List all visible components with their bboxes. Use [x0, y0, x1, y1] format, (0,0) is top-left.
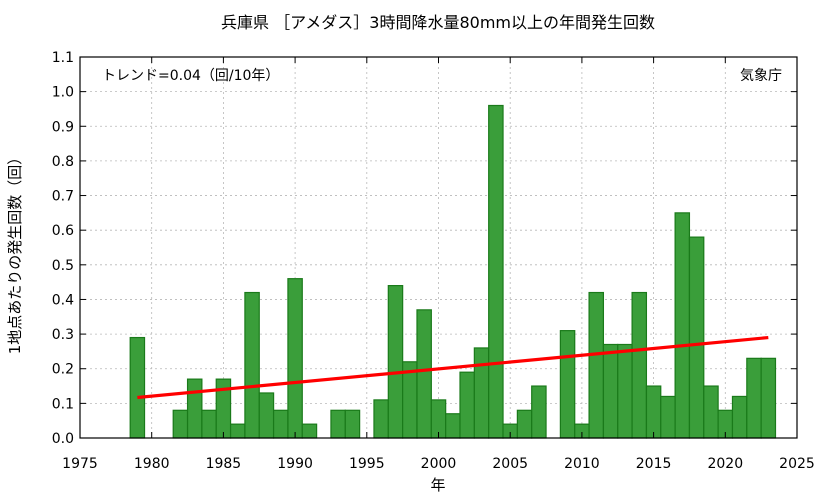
y-tick-label: 0.1 — [52, 396, 74, 412]
x-tick-label: 2020 — [707, 456, 743, 472]
x-tick-label: 1985 — [206, 456, 242, 472]
x-tick-label: 1995 — [349, 456, 385, 472]
bar-1997 — [387, 285, 404, 439]
bar-1983 — [186, 378, 203, 439]
bar-2004 — [488, 104, 504, 439]
x-tick-label: 1980 — [134, 456, 170, 472]
bar-1988 — [258, 392, 275, 439]
bar-1986 — [229, 423, 246, 439]
trend-line — [137, 335, 769, 400]
x-tick-label: 1990 — [277, 456, 313, 472]
grid-lines — [80, 57, 797, 438]
y-tick-label: 0.6 — [52, 223, 74, 239]
bar-2009 — [559, 330, 576, 439]
bar-1989 — [272, 409, 289, 439]
axes: 0.0 0.1 0.2 0.3 0.4 0.5 0.6 0.7 0.8 0.9 1.0 1.1 1975… — [52, 50, 815, 472]
bar-2023 — [760, 357, 777, 439]
y-tick-label: 0.4 — [52, 292, 74, 308]
trend-label: トレンド=0.04（回/10年） — [102, 68, 279, 84]
bar-2002 — [459, 371, 475, 439]
y-tick-label: 0.7 — [52, 189, 74, 205]
bar-2019 — [703, 385, 719, 439]
x-tick-label: 2015 — [636, 456, 672, 472]
bar-2017 — [674, 212, 691, 439]
bar-2014 — [631, 291, 648, 439]
y-axis-label: 1地点あたりの発生回数（回） — [6, 150, 24, 355]
bar-2011 — [588, 291, 605, 439]
bar-2012 — [602, 343, 619, 439]
source-label: 気象庁 — [740, 68, 782, 84]
bar-1979 — [129, 336, 146, 439]
y-tick-label: 0.0 — [52, 431, 74, 447]
x-tick-label: 2005 — [492, 456, 528, 472]
x-axis-label: 年 — [430, 476, 445, 494]
bar-1990 — [287, 278, 303, 439]
y-tick-label: 0.5 — [52, 258, 74, 274]
bar-2006 — [516, 409, 533, 439]
y-tick-label: 0.8 — [52, 154, 74, 170]
bar-2015 — [645, 385, 662, 439]
bar-1984 — [201, 409, 217, 439]
y-tick-label: 0.3 — [52, 327, 74, 343]
trend-line-path — [137, 335, 769, 400]
bar-2003 — [473, 347, 490, 439]
x-tick-label: 2025 — [779, 456, 815, 472]
x-tick-label: 1975 — [62, 456, 98, 472]
bars — [129, 104, 777, 439]
bar-2022 — [746, 357, 762, 439]
bar-2007 — [531, 385, 547, 439]
bar-2001 — [445, 413, 461, 439]
bar-2016 — [660, 395, 676, 439]
x-tick-label: 2000 — [421, 456, 457, 472]
bar-1996 — [373, 399, 389, 439]
bar-2018 — [688, 236, 705, 439]
bar-2013 — [617, 343, 633, 439]
bar-1999 — [416, 309, 432, 439]
bar-2021 — [731, 395, 748, 439]
bar-1991 — [301, 423, 318, 439]
bar-1993 — [330, 409, 346, 439]
bar-1982 — [172, 409, 189, 439]
y-tick-label: 0.9 — [52, 119, 74, 135]
bar-1987 — [244, 291, 260, 439]
y-tick-label: 0.2 — [52, 362, 74, 378]
y-tick-label: 1.0 — [52, 85, 74, 101]
bar-1994 — [344, 409, 361, 439]
x-tick-label: 2010 — [564, 456, 600, 472]
y-tick-label: 1.1 — [52, 50, 74, 66]
chart-title: 兵庫県 ［アメダス］3時間降水量80mm以上の年間発生回数 — [221, 13, 655, 32]
